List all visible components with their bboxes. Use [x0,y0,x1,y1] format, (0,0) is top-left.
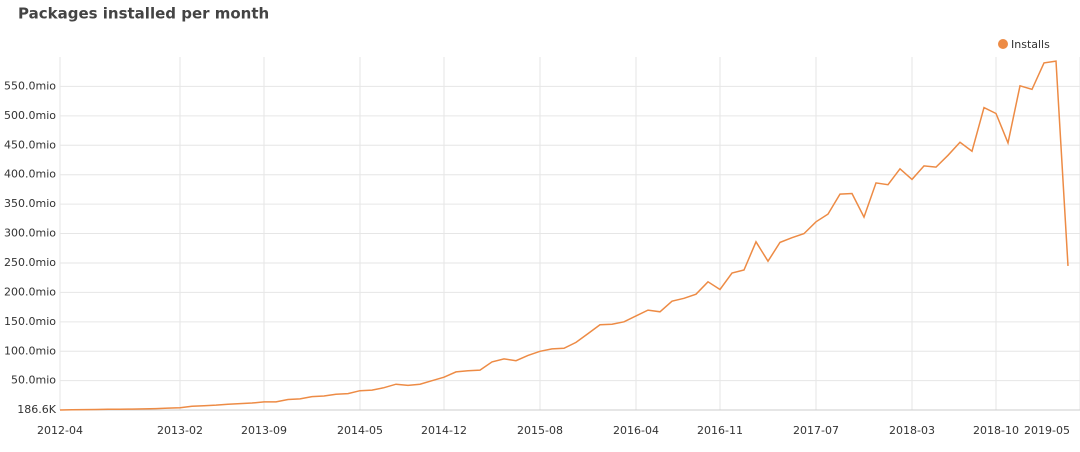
chart-title: Packages installed per month [18,5,269,23]
legend-label: Installs [1011,38,1050,51]
data-line [59,60,1069,411]
x-tick-label: 2019-05 [1024,424,1070,437]
x-tick-label: 2014-05 [337,424,383,437]
x-tick-label: 2013-02 [157,424,203,437]
y-tick-label: 250.0mio [4,256,56,269]
y-tick-label: 450.0mio [4,138,56,151]
y-tick-label: 186.6K [17,403,56,416]
y-tick-label: 300.0mio [4,227,56,240]
x-tick-label: 2016-04 [613,424,659,437]
y-tick-label: 550.0mio [4,79,56,92]
legend-marker [998,39,1008,49]
x-tick-label: 2014-12 [421,424,467,437]
x-tick-label: 2017-07 [793,424,839,437]
y-tick-label: 100.0mio [4,344,56,357]
y-tick-label: 350.0mio [4,197,56,210]
x-tick-label: 2015-08 [517,424,563,437]
x-tick-label: 2012-04 [37,424,83,437]
y-tick-label: 150.0mio [4,315,56,328]
x-tick-label: 2013-09 [241,424,287,437]
y-tick-label: 50.0mio [11,374,56,387]
x-tick-label: 2018-10 [973,424,1019,437]
x-tick-label: 2016-11 [697,424,743,437]
y-tick-label: 400.0mio [4,168,56,181]
y-tick-label: 500.0mio [4,109,56,122]
x-tick-label: 2018-03 [889,424,935,437]
y-tick-label: 200.0mio [4,285,56,298]
